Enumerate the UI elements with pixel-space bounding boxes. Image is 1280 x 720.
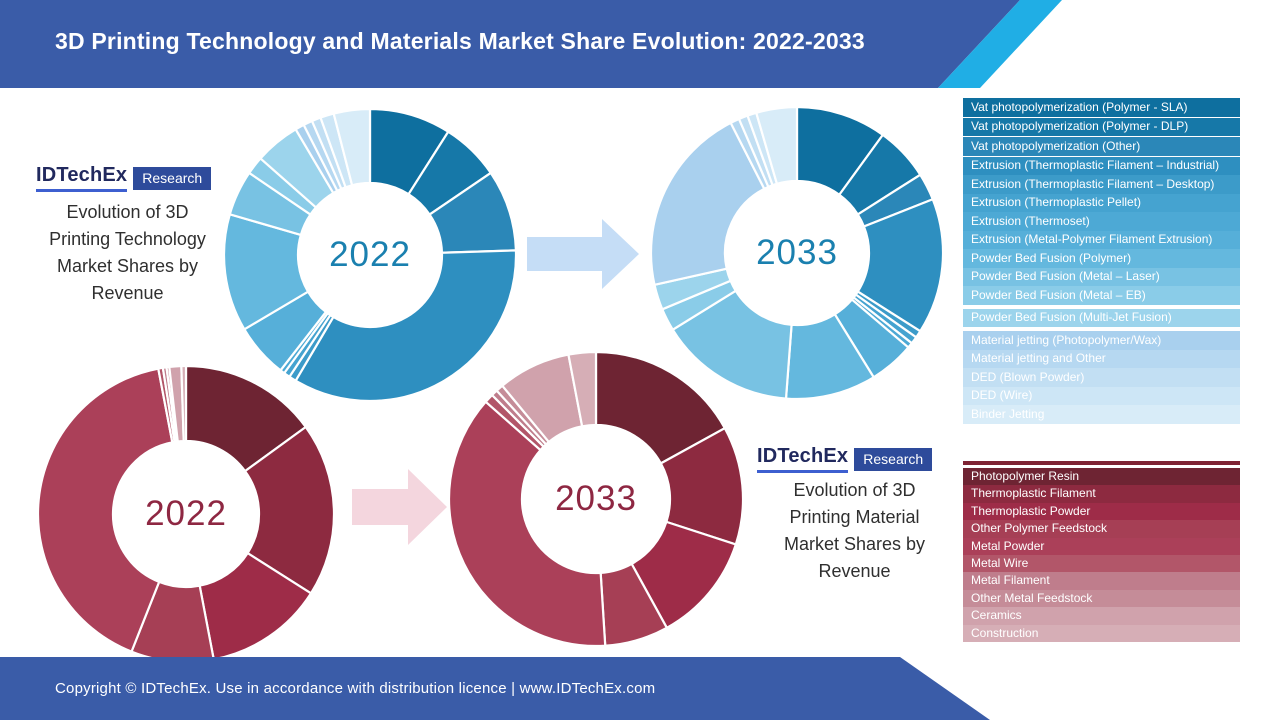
- legend-item-powder-bed-fusion-metal-laser: Powder Bed Fusion (Metal – Laser): [963, 267, 1240, 286]
- legend-item-extrusion-thermoset: Extrusion (Thermoset): [963, 212, 1240, 231]
- pie-slice-material-jetting-photopolymer-wax: [649, 121, 766, 287]
- header-bar: [0, 0, 1020, 88]
- right-arrow-icon: [352, 469, 447, 545]
- right-arrow-icon: [527, 219, 639, 289]
- donut-year-label: 2033: [555, 479, 637, 518]
- legend-item-metal-filament: Metal Filament: [963, 572, 1240, 590]
- donut-technology-2033: 2033: [647, 103, 947, 403]
- forward-arrow-materials: [352, 469, 447, 545]
- legend-item-vat-photopolymerization-polymer-sla: Vat photopolymerization (Polymer - SLA): [963, 98, 1240, 117]
- technology-legend: Vat photopolymerization (Polymer - SLA) V…: [963, 98, 1240, 424]
- materials-legend-topbar: [963, 461, 1240, 465]
- legend-item-thermoplastic-filament: Thermoplastic Filament: [963, 485, 1240, 503]
- legend-item-extrusion-thermoplastic-filament-industrial: Extrusion (Thermoplastic Filament – Indu…: [963, 156, 1240, 175]
- donut-materials-2022: 2022: [36, 364, 336, 664]
- legend-item-extrusion-metal-polymer-filament-extrusion: Extrusion (Metal-Polymer Filament Extrus…: [963, 230, 1240, 249]
- pie-slice-construction: [567, 350, 598, 428]
- idtechex-logo-materials: IDTechEx Research: [757, 445, 933, 473]
- materials-legend: Photopolymer Resin Thermoplastic Filament…: [963, 468, 1240, 643]
- research-badge: Research: [133, 166, 212, 190]
- pie-slice-binder-jetting: [332, 107, 372, 187]
- legend-item-other-metal-feedstock: Other Metal Feedstock: [963, 589, 1240, 608]
- legend-item-ded-blown-powder: DED (Blown Powder): [963, 368, 1240, 387]
- research-badge: Research: [854, 447, 933, 471]
- materials-caption: Evolution of 3D Printing Material Market…: [783, 480, 926, 581]
- legend-item-ceramics: Ceramics: [963, 607, 1240, 625]
- legend-item-extrusion-thermoplastic-pellet: Extrusion (Thermoplastic Pellet): [963, 193, 1240, 212]
- donut-chart-canvas: [649, 105, 945, 401]
- pie-slice-binder-jetting: [754, 105, 799, 186]
- legend-item-powder-bed-fusion-polymer: Powder Bed Fusion (Polymer): [963, 249, 1240, 268]
- technology-caption: Evolution of 3D Printing Technology Mark…: [49, 202, 206, 303]
- pie-slice-thermoplastic-filament: [243, 425, 336, 595]
- idtechex-wordmark: IDTechEx: [757, 445, 849, 473]
- legend-item-photopolymer-resin: Photopolymer Resin: [963, 468, 1240, 486]
- header: 3D Printing Technology and Materials Mar…: [0, 0, 1280, 88]
- donut-year-label: 2022: [145, 494, 227, 533]
- legend-item-other-polymer-feedstock: Other Polymer Feedstock: [963, 520, 1240, 538]
- pie-slice-metal-powder: [447, 400, 607, 648]
- legend-item-thermoplastic-powder: Thermoplastic Powder: [963, 502, 1240, 521]
- donut-technology-2022: 2022: [220, 105, 520, 405]
- donut-materials-2033: 2033: [446, 349, 746, 649]
- footer-text: Copyright © IDTechEx. Use in accordance …: [55, 680, 656, 697]
- donut-year-label: 2033: [756, 233, 838, 272]
- donut-chart-canvas: [36, 364, 336, 664]
- pie-slice-extrusion-thermoplastic-filament-industrial: [294, 249, 518, 403]
- legend-item-metal-wire: Metal Wire: [963, 555, 1240, 573]
- legend-item-construction: Construction: [963, 624, 1240, 643]
- forward-arrow-technology: [527, 219, 639, 289]
- legend-item-extrusion-thermoplastic-filament-desktop: Extrusion (Thermoplastic Filament – Desk…: [963, 175, 1240, 194]
- idtechex-wordmark: IDTechEx: [36, 164, 128, 192]
- legend-item-ded-wire: DED (Wire): [963, 386, 1240, 405]
- legend-item-vat-photopolymerization-other: Vat photopolymerization (Other): [963, 137, 1240, 156]
- footer-bar: Copyright © IDTechEx. Use in accordance …: [0, 657, 990, 720]
- legend-item-metal-powder: Metal Powder: [963, 537, 1240, 556]
- pie-slice-construction: [180, 364, 188, 443]
- legend-item-material-jetting-photopolymer-wax: Material jetting (Photopolymer/Wax): [963, 331, 1240, 350]
- pie-slice-metal-powder: [36, 367, 174, 654]
- legend-item-powder-bed-fusion-metal-eb: Powder Bed Fusion (Metal – EB): [963, 286, 1240, 305]
- donut-year-label: 2022: [329, 235, 411, 274]
- page-title: 3D Printing Technology and Materials Mar…: [55, 28, 865, 54]
- idtechex-logo-technology: IDTechEx Research: [36, 164, 212, 192]
- legend-item-material-jetting-and-other: Material jetting and Other: [963, 349, 1240, 368]
- legend-item-powder-bed-fusion-multi-jet-fusion: Powder Bed Fusion (Multi-Jet Fusion): [963, 308, 1240, 327]
- legend-item-binder-jetting: Binder Jetting: [963, 405, 1240, 424]
- legend-item-vat-photopolymerization-polymer-dlp: Vat photopolymerization (Polymer - DLP): [963, 117, 1240, 136]
- donut-chart-canvas: [222, 107, 518, 403]
- donut-chart-canvas: [447, 350, 745, 648]
